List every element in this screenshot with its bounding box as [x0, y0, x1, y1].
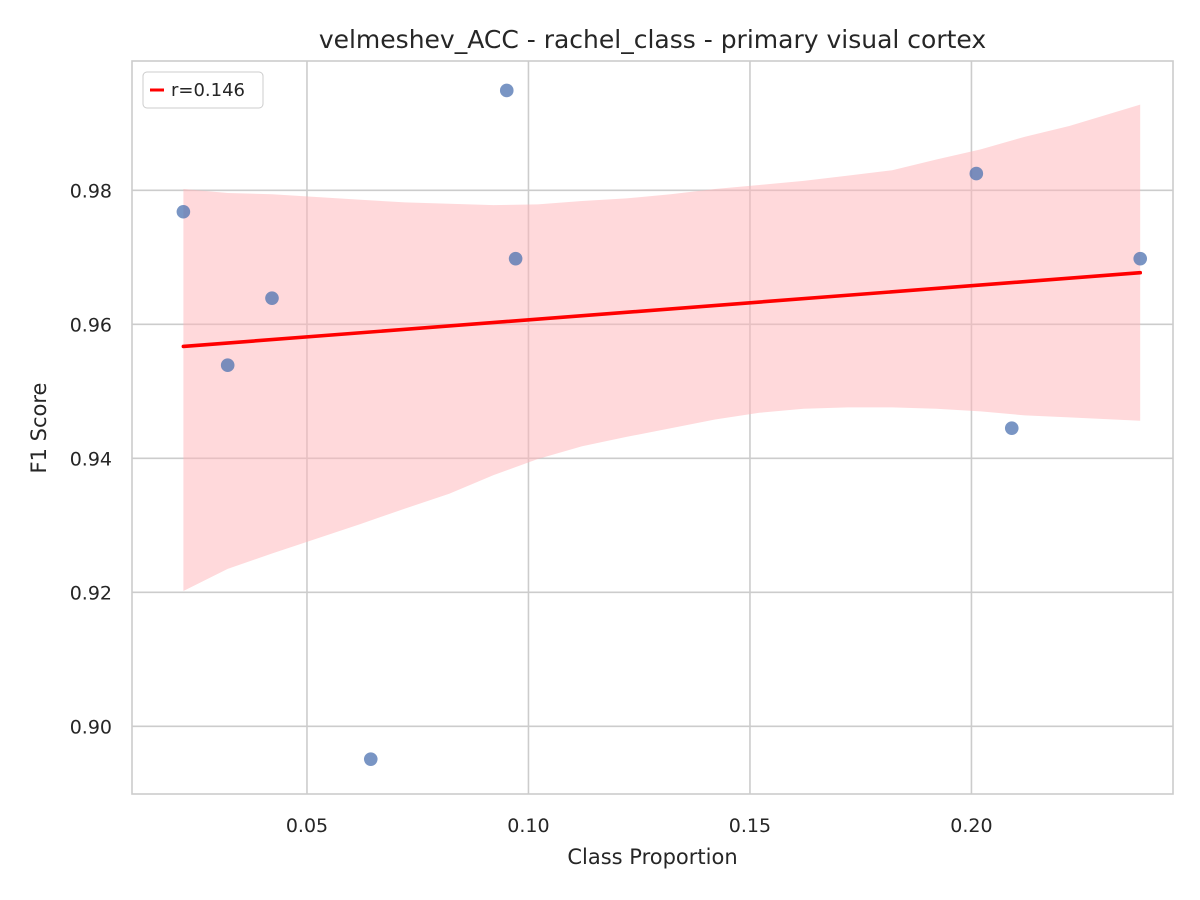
data-point — [969, 166, 984, 181]
data-point — [499, 83, 514, 98]
scatter-points — [176, 83, 1148, 766]
chart-title: velmeshev_ACC - rachel_class - primary v… — [319, 25, 986, 54]
y-tick-label: 0.90 — [70, 716, 112, 738]
confidence-band-layer — [183, 104, 1141, 591]
legend: r=0.146 — [142, 71, 264, 109]
y-tick-label: 0.98 — [70, 180, 112, 202]
data-point — [1004, 421, 1019, 435]
data-point — [1133, 251, 1148, 266]
plot-frame — [131, 60, 1174, 795]
x-tick-label: 0.20 — [950, 815, 992, 837]
y-tick-label: 0.94 — [70, 448, 112, 470]
data-point — [176, 204, 191, 219]
data-point — [220, 358, 235, 372]
data-point — [508, 251, 523, 266]
y-axis-label: F1 Score — [27, 383, 51, 474]
tick-labels: 0.05 0.10 0.15 0.20 0.90 0.92 0.94 0.96 0.98 — [70, 180, 993, 837]
legend-box — [142, 71, 264, 109]
legend-entry-label: r=0.146 — [171, 80, 245, 101]
x-tick-label: 0.05 — [286, 815, 328, 837]
y-tick-label: 0.92 — [70, 582, 112, 604]
regression-line-layer — [181, 270, 1143, 349]
regression-line — [181, 270, 1143, 349]
x-axis-label: Class Proportion — [567, 845, 737, 869]
confidence-band — [183, 104, 1141, 591]
x-tick-label: 0.10 — [507, 815, 549, 837]
x-tick-label: 0.15 — [729, 815, 771, 837]
data-point — [265, 291, 279, 305]
y-tick-label: 0.96 — [70, 314, 112, 336]
data-point — [363, 752, 378, 766]
